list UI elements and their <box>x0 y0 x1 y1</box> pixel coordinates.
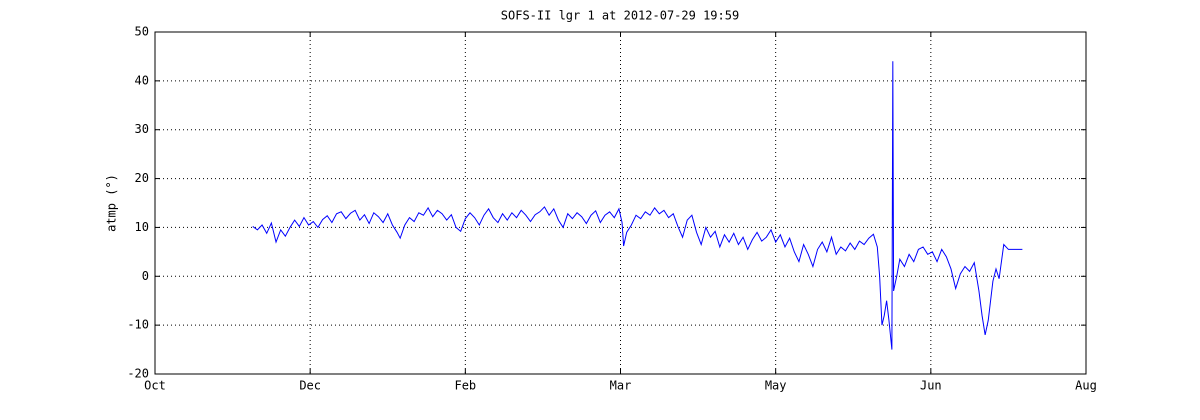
x-tick-label: Dec <box>299 379 321 393</box>
x-tick-label: Mar <box>610 379 632 393</box>
y-tick-label: 0 <box>142 269 149 283</box>
y-tick-label: 50 <box>135 25 149 39</box>
x-tick-label: Aug <box>1075 379 1097 393</box>
data-line <box>252 61 1023 350</box>
x-tick-label: Jun <box>920 379 942 393</box>
y-tick-label: 20 <box>135 171 149 185</box>
y-tick-label: 10 <box>135 220 149 234</box>
x-tick-label: Oct <box>144 379 166 393</box>
x-tick-label: Feb <box>454 379 476 393</box>
chart-title: SOFS-II lgr 1 at 2012-07-29 19:59 <box>501 9 739 23</box>
x-tick-label: May <box>765 379 787 393</box>
plot-frame <box>154 31 1087 375</box>
y-axis-label: atmp (°) <box>105 174 119 232</box>
y-tick-label: 40 <box>135 73 149 87</box>
y-tick-label: -20 <box>127 367 149 381</box>
y-tick-label: 30 <box>135 122 149 136</box>
y-tick-label: -10 <box>127 318 149 332</box>
